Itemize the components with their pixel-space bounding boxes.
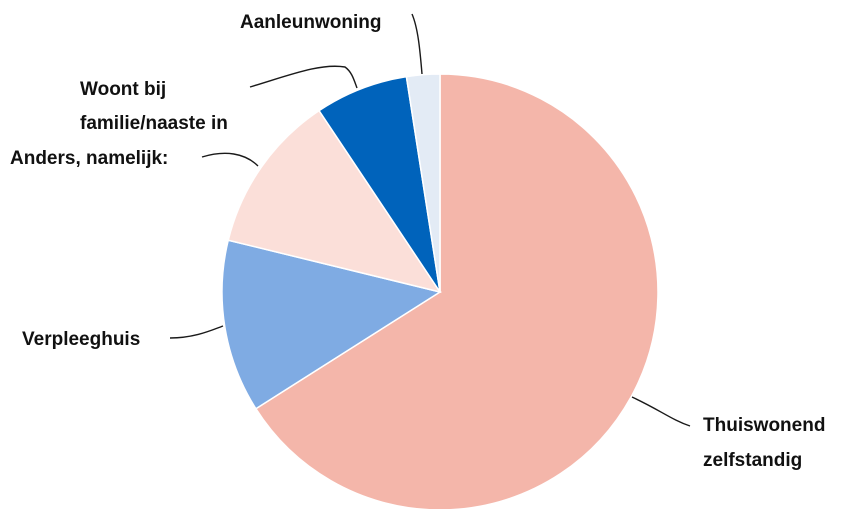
- slice-labels: Thuiswonend zelfstandig Verpleeghuis And…: [10, 12, 831, 471]
- slice-label-anders: Anders, namelijk:: [10, 148, 168, 169]
- pie-slice-1: [254, 73, 659, 509]
- slice-label-aanleunwoning: Aanleunwoning: [240, 12, 381, 33]
- leader-line-aanleunwoning: [411, 13, 423, 75]
- leader-line-thuiswonend: [631, 396, 691, 427]
- pie-slice-3: [227, 109, 442, 294]
- slice-label-thuiswonend: Thuiswonend zelfstandig: [703, 415, 831, 471]
- leader-lines: [169, 13, 691, 427]
- pie-slices: [221, 73, 659, 509]
- slice-label-woont-bij: Woont bij familie/naaste in: [80, 79, 228, 134]
- slice-label-verpleeghuis: Verpleeghuis: [22, 329, 140, 350]
- leader-line-anders: [201, 152, 259, 167]
- leader-line-woont-bij: [249, 65, 358, 89]
- leader-line-verpleeghuis: [169, 325, 224, 339]
- pie-slice-2: [221, 239, 442, 410]
- pie-slice-5: [405, 73, 441, 293]
